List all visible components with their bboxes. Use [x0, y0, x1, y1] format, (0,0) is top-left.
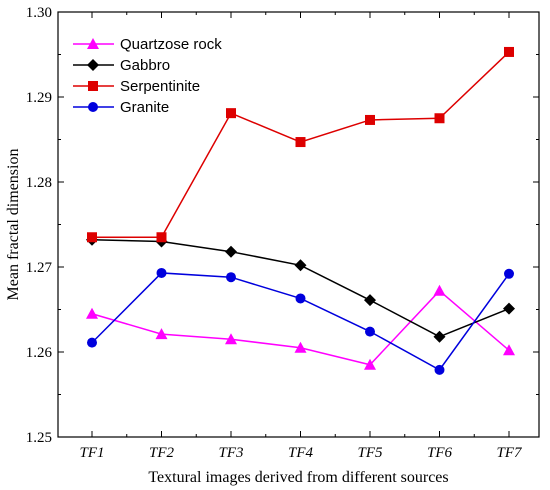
y-tick-label: 1.27 — [26, 260, 53, 276]
series-gabbro — [86, 233, 515, 343]
y-tick-label: 1.25 — [26, 430, 52, 446]
y-axis-title: Mean fractal dimension — [5, 149, 22, 301]
granite-point — [156, 267, 167, 278]
serpentinite-point — [156, 232, 167, 243]
legend-label: Serpentinite — [120, 78, 200, 95]
x-tick-label: TF4 — [288, 445, 314, 461]
quartzose-rock-point — [225, 333, 237, 345]
series-serpentinite — [87, 46, 514, 243]
serpentinite-point — [504, 46, 514, 57]
legend-item-quartzose-rock: Quartzose rock — [73, 36, 222, 53]
legend-marker — [88, 81, 98, 91]
granite-point — [504, 268, 514, 279]
legend-item-serpentinite: Serpentinite — [73, 78, 200, 95]
legend-marker — [88, 102, 98, 112]
quartzose-rock-point — [86, 307, 98, 319]
y-tick-label: 1.28 — [26, 175, 52, 191]
y-tick-label: 1.26 — [26, 345, 53, 361]
quartzose-rock-point — [503, 344, 515, 356]
quartzose-rock-point — [294, 341, 307, 353]
x-tick-label: TF2 — [149, 445, 175, 461]
gabbro-line — [91, 239, 510, 338]
quartzose-rock-point — [433, 284, 446, 296]
series-quartzose-rock — [86, 284, 515, 370]
y-tick-label: 1.29 — [26, 90, 52, 106]
gabbro-point — [364, 294, 376, 307]
x-tick-label: TF7 — [496, 445, 523, 461]
serpentinite-point — [87, 232, 97, 243]
gabbro-point — [294, 259, 307, 272]
legend: Quartzose rock Gabbro Serpentinite Granite — [73, 36, 222, 116]
granite-point — [295, 293, 306, 304]
legend-label: Gabbro — [120, 57, 170, 74]
legend-label: Granite — [120, 99, 169, 116]
serpentinite-point — [434, 113, 445, 124]
x-tick-label: TF5 — [357, 445, 383, 461]
legend-marker — [87, 59, 99, 71]
quartzose-rock-point — [155, 328, 168, 340]
legend-item-gabbro: Gabbro — [73, 57, 170, 74]
granite-line — [91, 272, 510, 371]
legend-item-granite: Granite — [73, 99, 169, 116]
gabbro-point — [433, 330, 446, 343]
x-tick-label: TF6 — [427, 445, 453, 461]
x-tick-label: TF1 — [79, 445, 104, 461]
gabbro-point — [225, 245, 237, 258]
quartzose-rock-point — [364, 358, 376, 370]
serpentinite-point — [295, 137, 306, 148]
serpentinite-point — [226, 108, 236, 119]
plot-area-frame — [57, 11, 540, 438]
granite-point — [365, 326, 375, 337]
x-axis-title: Textural images derived from different s… — [148, 469, 448, 486]
granite-point — [87, 337, 97, 348]
gabbro-point — [503, 302, 515, 315]
serpentinite-point — [365, 114, 375, 125]
legend-label: Quartzose rock — [120, 36, 222, 53]
granite-point — [226, 272, 236, 283]
y-tick-label: 1.30 — [26, 5, 52, 21]
series-granite — [87, 267, 514, 375]
x-tick-label: TF3 — [218, 445, 243, 461]
granite-point — [434, 364, 445, 375]
legend-marker — [87, 38, 99, 49]
